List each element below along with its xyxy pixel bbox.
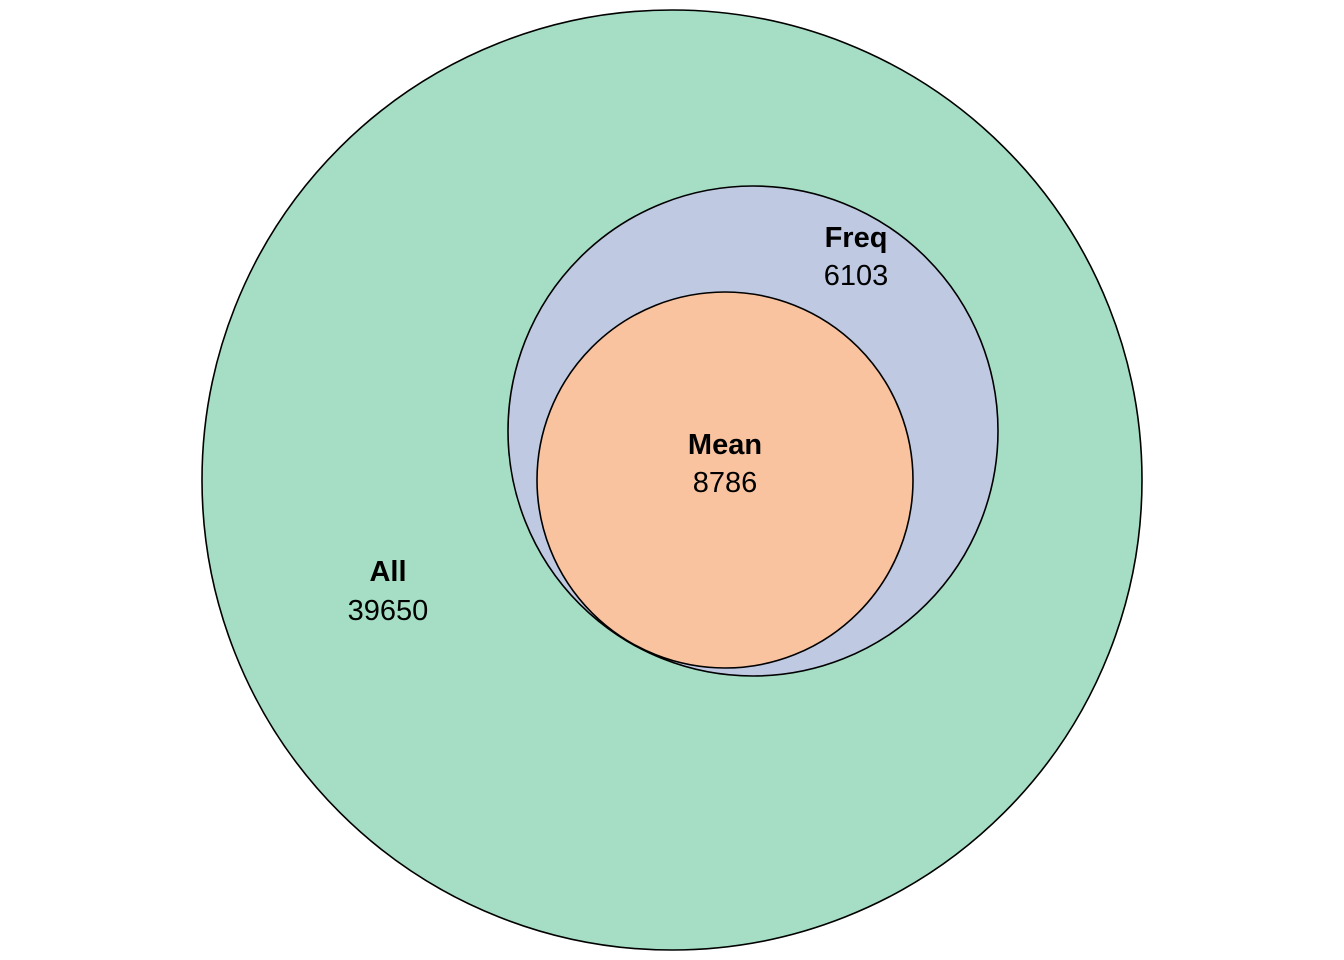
label-all: All 39650 [348, 556, 429, 627]
set-all-name: All [369, 556, 406, 588]
label-freq: Freq 6103 [824, 222, 889, 292]
set-freq-name: Freq [825, 222, 888, 254]
set-mean-count: 8786 [693, 467, 758, 499]
set-mean-circle [536, 291, 914, 669]
set-mean [536, 291, 914, 669]
set-all-count: 39650 [348, 595, 429, 627]
set-freq-count: 6103 [824, 260, 889, 292]
label-mean: Mean 8786 [688, 429, 762, 499]
set-mean-name: Mean [688, 429, 762, 461]
